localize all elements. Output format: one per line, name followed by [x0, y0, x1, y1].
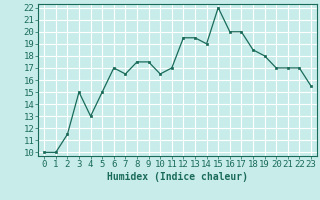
X-axis label: Humidex (Indice chaleur): Humidex (Indice chaleur)	[107, 172, 248, 182]
